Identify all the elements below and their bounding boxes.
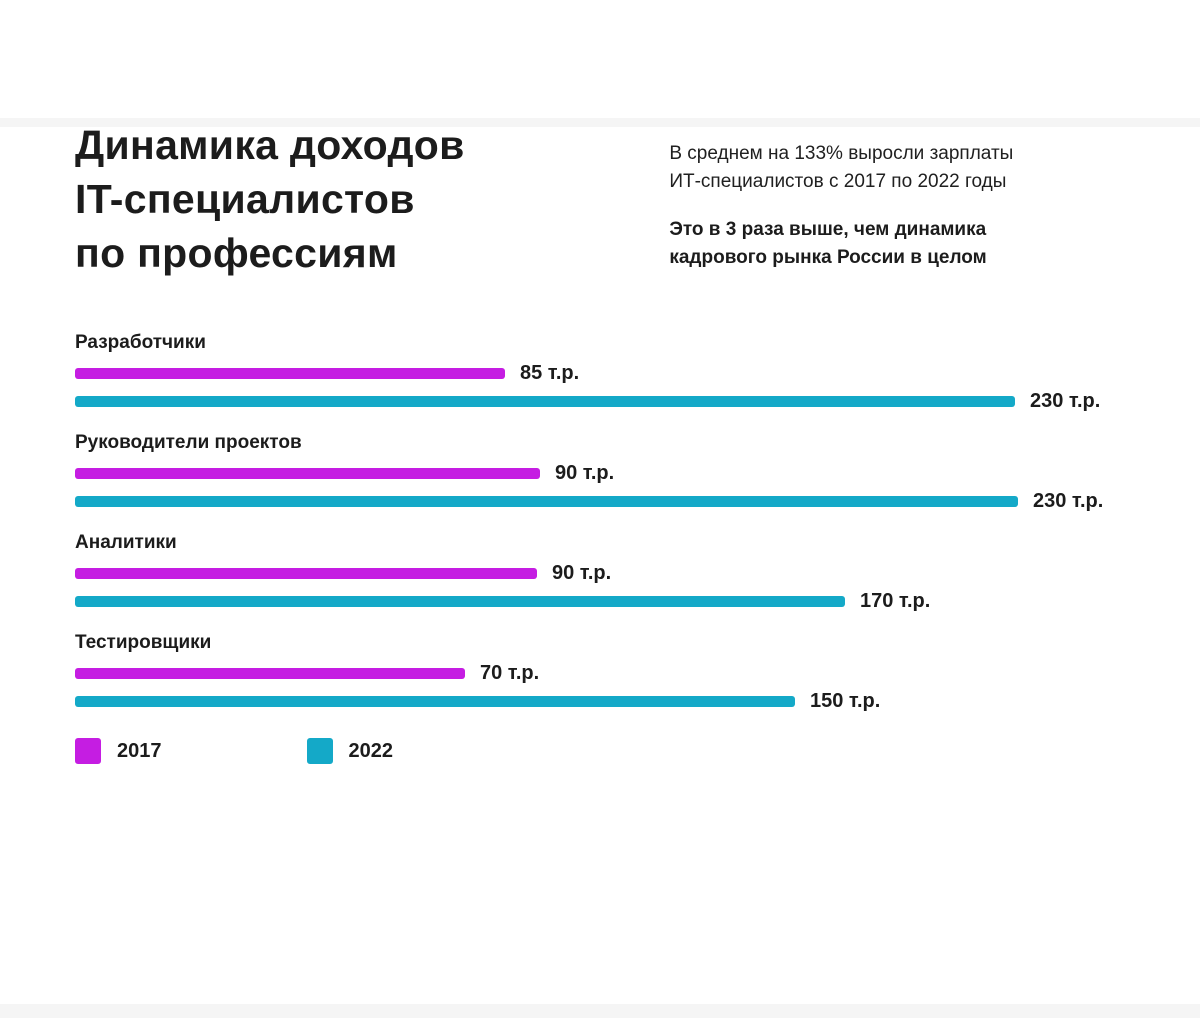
bar-value-label: 90 т.р. xyxy=(552,561,612,584)
legend-swatch-2017 xyxy=(75,738,101,764)
legend-label: 2022 xyxy=(348,739,394,762)
bar-2017 xyxy=(75,467,540,479)
bar-2017 xyxy=(75,367,505,379)
bar-value-label: 70 т.р. xyxy=(480,661,540,684)
bar-line-2022: 230 т.р. xyxy=(75,389,1125,412)
bar-line-2022: 230 т.р. xyxy=(75,489,1125,512)
infographic-slide: Динамика доходов IT-специалистов по проф… xyxy=(0,118,1200,764)
legend-item-2022: 2022 xyxy=(306,738,394,764)
page-title: Динамика доходов IT-специалистов по проф… xyxy=(75,122,465,276)
bar-line-2017: 90 т.р. xyxy=(75,561,1125,584)
legend-swatch-2022 xyxy=(306,738,333,764)
bar-value-label: 230 т.р. xyxy=(1033,489,1104,512)
bar-value-label: 170 т.р. xyxy=(860,589,931,612)
category-label: Разработчики xyxy=(75,332,206,353)
bar-line-2017: 70 т.р. xyxy=(75,661,1125,684)
category-label: Тестировщики xyxy=(75,632,212,653)
bar-2022 xyxy=(75,595,845,607)
chart-row: Аналитики 90 т.р. 170 т.р. xyxy=(75,532,1125,612)
bar-value-label: 150 т.р. xyxy=(810,689,881,712)
bar-line-2022: 170 т.р. xyxy=(75,589,1125,612)
screenshot-edge-bottom xyxy=(0,1004,1200,1018)
chart-row: Тестировщики 70 т.р. 150 т.р. xyxy=(75,632,1125,712)
bar-value-label: 85 т.р. xyxy=(520,361,580,384)
bar-line-2017: 85 т.р. xyxy=(75,361,1125,384)
bar-2022 xyxy=(75,395,1015,407)
bar-2017 xyxy=(75,567,537,579)
legend-item-2017: 2017 xyxy=(75,738,162,764)
category-label: Аналитики xyxy=(75,532,177,553)
bar-chart: Разработчики 85 т.р. 230 т.р. Руководители … xyxy=(75,332,1125,712)
header-text-block: В среднем на 133% выросли зарплаты ИТ-сп… xyxy=(669,140,1125,280)
bar-2022 xyxy=(75,695,795,707)
highlight-text: Это в 3 раза выше, чем динамика кадровог… xyxy=(669,219,987,268)
category-label: Руководители проектов xyxy=(75,432,302,453)
legend-label: 2017 xyxy=(117,739,162,762)
bar-line-2017: 90 т.р. xyxy=(75,461,1125,484)
chart-row: Разработчики 85 т.р. 230 т.р. xyxy=(75,332,1125,412)
bar-value-label: 230 т.р. xyxy=(1030,389,1101,412)
bar-line-2022: 150 т.р. xyxy=(75,689,1125,712)
header: Динамика доходов IT-специалистов по проф… xyxy=(75,118,1125,280)
chart-row: Руководители проектов 90 т.р. 230 т.р. xyxy=(75,432,1125,512)
subtitle-text: В среднем на 133% выросли зарплаты ИТ-сп… xyxy=(669,143,1014,192)
bar-2017 xyxy=(75,667,465,679)
bar-value-label: 90 т.р. xyxy=(555,461,615,484)
bar-2022 xyxy=(75,495,1018,507)
screenshot-edge-top xyxy=(0,118,1200,127)
legend: 2017 2022 xyxy=(75,738,1125,764)
